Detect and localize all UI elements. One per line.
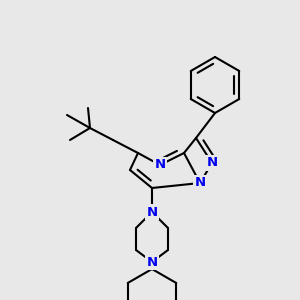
- Text: N: N: [194, 176, 206, 190]
- Text: N: N: [146, 206, 158, 218]
- Text: N: N: [154, 158, 166, 172]
- Text: N: N: [146, 256, 158, 268]
- Text: N: N: [206, 157, 218, 169]
